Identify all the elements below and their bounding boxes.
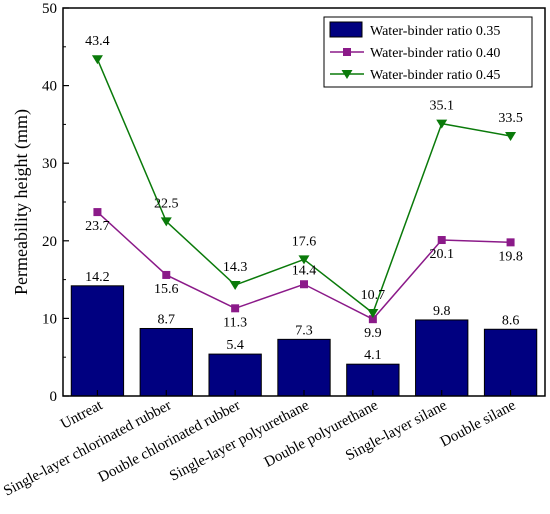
- y-axis-title: Permeability height (mm): [11, 109, 32, 295]
- bar-data-label: 4.1: [364, 348, 382, 363]
- line-data-label: 17.6: [292, 234, 317, 249]
- data-labels-layer: 14.2 8.7 5.4 7.3 4.1 9.8 8.6 23.7 15.6 11.3 14.4 9.…: [85, 34, 523, 363]
- legend-entry-label: Water-binder ratio 0.45: [370, 68, 500, 83]
- line-data-label: 14.3: [223, 260, 248, 275]
- line-data-label: 14.4: [292, 263, 317, 278]
- x-tick-label: Double polyurethane: [262, 397, 381, 471]
- point-triangle: [341, 70, 353, 79]
- line-data-label: 20.1: [429, 247, 454, 262]
- y-tick-label: 40: [42, 79, 57, 95]
- line-data-label: 35.1: [429, 99, 454, 114]
- bar: [70, 285, 125, 397]
- line-data-label: 23.7: [85, 219, 110, 234]
- bar-data-label: 8.7: [158, 312, 176, 327]
- legend: Water-binder ratio 0.35 Water-binder rati…: [323, 16, 533, 88]
- line-data-label: 19.8: [498, 249, 523, 264]
- bar-data-label: 5.4: [226, 338, 244, 353]
- x-tick-label: Double silane: [438, 397, 519, 450]
- bar: [277, 338, 331, 397]
- bar-data-label: 14.2: [85, 270, 110, 285]
- point-triangle: [298, 255, 310, 265]
- legend-entry-label: Water-binder ratio 0.35: [370, 24, 500, 39]
- point-square: [300, 280, 308, 289]
- bar: [139, 327, 193, 397]
- y-tick-label: 20: [42, 234, 57, 250]
- line-data-label: 11.3: [223, 315, 247, 330]
- bar: [483, 328, 538, 397]
- point-square: [93, 208, 102, 217]
- bars-layer: [70, 285, 538, 397]
- x-tick-label: Untreat: [58, 397, 106, 433]
- y-tick-label: 50: [42, 1, 57, 17]
- bar: [415, 319, 469, 397]
- bar: [208, 353, 262, 397]
- point-square: [368, 315, 377, 324]
- bar-data-label: 7.3: [295, 323, 313, 338]
- lines-layer: [91, 55, 517, 324]
- point-triangle: [160, 217, 172, 227]
- legend-entry-label: Water-binder ratio 0.40: [370, 46, 500, 61]
- point-square: [506, 238, 515, 247]
- y-tick-label: 0: [50, 389, 58, 405]
- point-triangle: [367, 308, 379, 318]
- y-tick-label: 30: [42, 156, 57, 172]
- point-square: [231, 304, 240, 313]
- point-triangle: [436, 119, 448, 129]
- line-data-label: 9.9: [364, 326, 382, 341]
- bar-data-label: 8.6: [502, 313, 520, 328]
- point-triangle: [91, 55, 103, 65]
- line-data-label: 43.4: [85, 34, 110, 49]
- point-square: [162, 270, 171, 279]
- point-square: [343, 48, 351, 56]
- line-data-label: 15.6: [154, 282, 179, 297]
- line-data-label: 10.7: [361, 288, 386, 303]
- bar-data-label: 9.8: [433, 304, 451, 319]
- legend-swatch-bar: [329, 21, 363, 38]
- line-data-label: 22.5: [154, 196, 179, 211]
- y-tick-label: 10: [42, 311, 57, 327]
- point-triangle: [229, 281, 241, 291]
- line-data-label: 33.5: [498, 111, 523, 126]
- point-square: [437, 236, 446, 245]
- point-triangle: [505, 132, 517, 142]
